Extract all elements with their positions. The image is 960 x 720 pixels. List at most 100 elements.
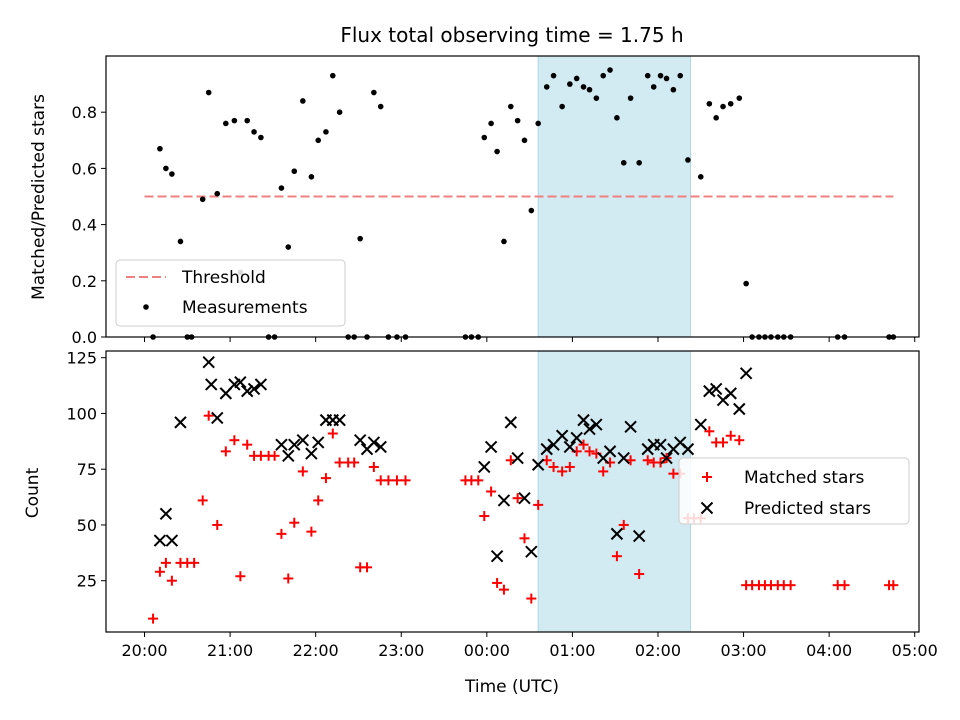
data-point xyxy=(548,461,559,472)
series-measurements xyxy=(150,67,897,340)
data-point xyxy=(323,129,329,135)
data-point xyxy=(479,511,490,522)
data-point xyxy=(212,519,223,530)
data-point xyxy=(584,446,595,457)
data-point xyxy=(234,376,247,389)
legend-predicted-swatch xyxy=(700,501,714,515)
data-point xyxy=(535,120,541,127)
data-point xyxy=(564,461,575,472)
y-tick-label: 125 xyxy=(66,349,97,368)
data-point xyxy=(620,159,627,166)
data-point xyxy=(199,196,206,203)
data-point xyxy=(677,72,684,79)
data-point xyxy=(297,466,308,477)
x-tick-label: 05:00 xyxy=(892,641,938,660)
data-point xyxy=(514,117,521,124)
data-point xyxy=(694,418,707,431)
data-point xyxy=(300,98,306,104)
data-point xyxy=(559,103,565,110)
data-point xyxy=(211,411,224,425)
data-point xyxy=(634,569,645,580)
data-point xyxy=(888,580,899,591)
data-point xyxy=(336,109,343,115)
data-point xyxy=(205,89,212,96)
data-point xyxy=(528,207,535,214)
data-point xyxy=(533,499,544,510)
data-point xyxy=(486,486,497,497)
data-point xyxy=(526,593,537,604)
data-point xyxy=(507,103,514,110)
data-point xyxy=(174,416,187,429)
legend-measurements-label: Measurements xyxy=(182,298,308,318)
x-tick-label: 03:00 xyxy=(721,641,767,660)
data-point xyxy=(484,440,498,454)
data-point xyxy=(655,457,666,468)
data-point xyxy=(231,117,238,124)
data-point xyxy=(839,580,850,591)
y-tick-label: 0.8 xyxy=(72,103,97,122)
series-predicted-stars xyxy=(153,355,753,563)
data-point xyxy=(362,562,373,573)
data-point xyxy=(580,84,587,90)
data-point xyxy=(618,519,629,530)
data-point xyxy=(490,549,504,563)
top-y-axis-label: Matched/Predicted stars xyxy=(29,94,49,300)
data-point xyxy=(368,461,379,472)
data-point xyxy=(276,528,287,539)
data-point xyxy=(512,493,523,504)
data-point xyxy=(205,378,218,391)
data-point xyxy=(663,75,670,82)
data-point xyxy=(543,84,550,90)
data-point xyxy=(305,447,318,460)
data-point xyxy=(550,72,557,79)
data-point xyxy=(251,129,257,135)
data-point xyxy=(258,134,264,141)
data-point xyxy=(557,466,568,477)
data-point xyxy=(624,420,637,434)
data-point xyxy=(473,475,484,486)
data-point xyxy=(498,584,509,595)
x-axis-label: Time (UTC) xyxy=(464,677,559,697)
data-point xyxy=(247,382,261,396)
data-point xyxy=(242,439,253,450)
data-point xyxy=(154,566,165,577)
legend-predicted-label: Predicted stars xyxy=(744,499,871,519)
data-point xyxy=(583,422,596,436)
data-point xyxy=(492,577,503,588)
data-point xyxy=(611,551,622,562)
data-point xyxy=(308,174,315,180)
data-point xyxy=(720,103,726,110)
axes-frame xyxy=(105,350,920,633)
data-point xyxy=(713,115,719,121)
data-point xyxy=(291,168,298,175)
y-tick-label: 25 xyxy=(77,572,97,591)
data-point xyxy=(644,72,651,79)
data-point xyxy=(165,534,179,547)
data-point xyxy=(685,157,691,163)
data-point xyxy=(306,526,317,537)
data-point xyxy=(288,438,301,451)
data-point xyxy=(610,527,624,541)
x-tick-label: 21:00 xyxy=(207,641,253,660)
data-point xyxy=(296,433,310,447)
data-point xyxy=(223,120,229,127)
data-point xyxy=(367,436,381,449)
data-point xyxy=(312,436,325,449)
series-matched-stars xyxy=(148,410,899,624)
data-point xyxy=(660,451,673,465)
data-point xyxy=(357,235,363,242)
data-point xyxy=(590,418,603,431)
data-point xyxy=(163,165,169,172)
data-point xyxy=(391,475,402,486)
data-point xyxy=(736,95,743,101)
shaded-observing-window xyxy=(537,350,692,633)
data-point xyxy=(240,384,254,398)
data-point xyxy=(353,433,367,447)
data-point xyxy=(555,429,569,442)
data-point xyxy=(371,89,377,96)
data-point xyxy=(244,117,251,124)
data-point xyxy=(540,442,553,456)
chart-title: Flux total observing time = 1.75 h xyxy=(340,23,683,47)
data-point xyxy=(598,466,609,477)
data-point xyxy=(670,86,677,93)
